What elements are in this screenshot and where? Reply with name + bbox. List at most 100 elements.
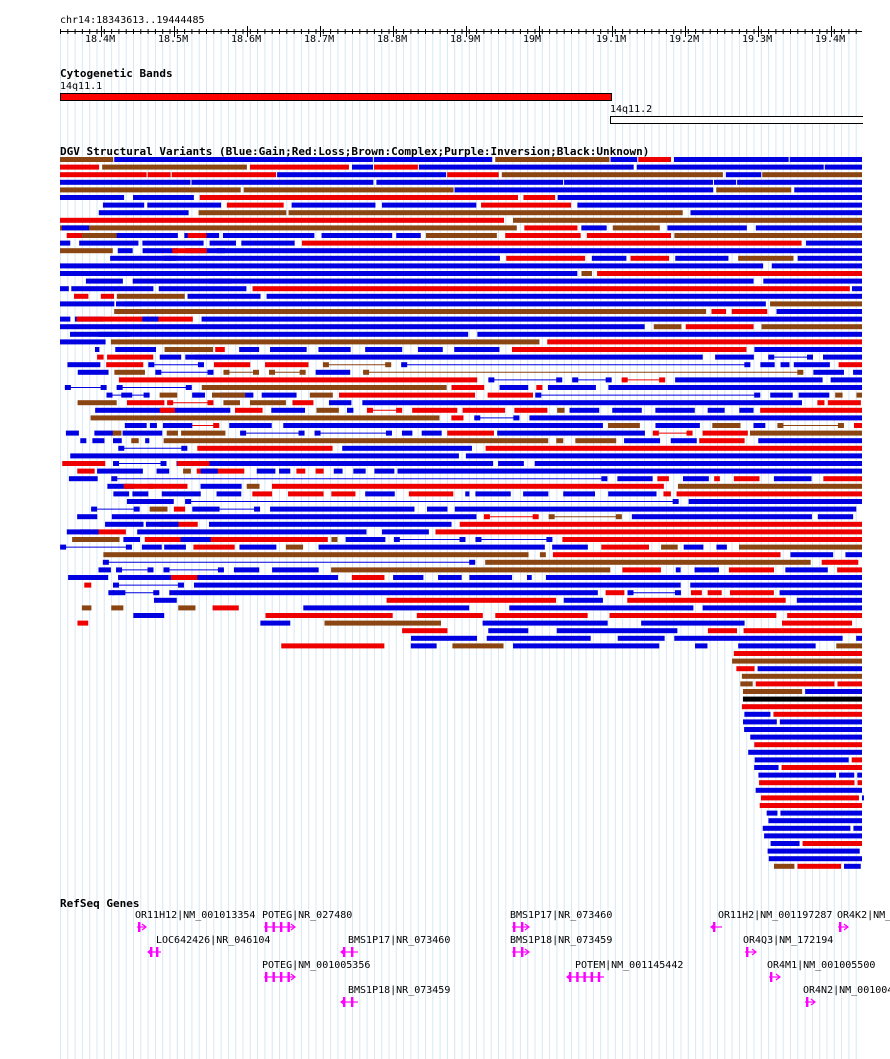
variant-bar[interactable] [256, 468, 276, 474]
variant-bar[interactable] [309, 392, 333, 398]
variant-bar[interactable] [60, 248, 113, 254]
variant-bar[interactable] [694, 567, 719, 573]
variant-bar[interactable] [760, 407, 862, 413]
variant-bar[interactable] [672, 499, 679, 504]
variant-bar[interactable] [68, 476, 98, 482]
variant-bar[interactable] [744, 711, 771, 717]
variant-bar[interactable] [381, 202, 477, 208]
variant-bar[interactable] [514, 407, 548, 413]
variant-bar[interactable] [636, 164, 824, 170]
variant-bar[interactable] [393, 575, 424, 580]
variant-bar[interactable] [817, 514, 854, 520]
variant-bar[interactable] [682, 476, 709, 482]
variant-bar[interactable] [66, 529, 91, 535]
variant-bar[interactable] [417, 347, 443, 352]
variant-bar[interactable] [159, 392, 178, 398]
variant-bar[interactable] [823, 476, 862, 482]
variant-bar[interactable] [674, 233, 862, 238]
variant-bar[interactable] [397, 468, 862, 474]
variant-bar[interactable] [638, 157, 672, 162]
variant-bar[interactable] [856, 635, 862, 641]
variant-bar[interactable] [524, 225, 578, 231]
variant-bar[interactable] [790, 552, 834, 558]
variant-bar[interactable] [557, 407, 565, 413]
variant-bar[interactable] [113, 461, 120, 466]
variant-bar[interactable] [851, 286, 862, 292]
variant-bar[interactable] [111, 233, 178, 238]
variant-bar[interactable] [362, 400, 802, 406]
variant-bar[interactable] [148, 362, 155, 368]
variant-bar[interactable] [755, 681, 835, 687]
variant-bar[interactable] [755, 787, 862, 793]
variant-bar[interactable] [114, 309, 707, 314]
variant-bar[interactable] [556, 377, 563, 383]
variant-bar[interactable] [733, 476, 760, 482]
variant-bar[interactable] [762, 825, 851, 831]
variant-bar[interactable] [98, 210, 189, 216]
variant-bar[interactable] [107, 354, 154, 360]
variant-bar[interactable] [177, 461, 210, 466]
variant-bar[interactable] [153, 597, 177, 603]
variant-bar[interactable] [683, 544, 704, 550]
variant-bar[interactable] [581, 271, 592, 276]
variant-bar[interactable] [777, 423, 784, 428]
variant-bar[interactable] [163, 255, 177, 261]
variant-bar[interactable] [418, 164, 634, 170]
variant-bar[interactable] [495, 157, 610, 162]
variant-bar[interactable] [243, 187, 454, 193]
variant-bar[interactable] [713, 179, 737, 185]
variant-bar[interactable] [216, 491, 242, 497]
variant-bar[interactable] [76, 316, 112, 322]
variant-bar[interactable] [92, 529, 126, 535]
gene-label[interactable]: BMS1P17|NR_073460 [510, 910, 613, 921]
variant-bar[interactable] [374, 164, 418, 170]
variant-bar[interactable] [106, 362, 144, 368]
variant-bar[interactable] [499, 385, 529, 390]
variant-bar[interactable] [181, 430, 226, 436]
variant-bar[interactable] [60, 240, 71, 246]
variant-bar[interactable] [501, 172, 723, 178]
variant-bar[interactable] [766, 810, 778, 816]
variant-bar[interactable] [121, 392, 133, 398]
variant-bar[interactable] [485, 445, 862, 451]
variant-bar[interactable] [845, 552, 862, 558]
variant-bar[interactable] [577, 202, 862, 208]
variant-bar[interactable] [767, 848, 860, 854]
variant-bar[interactable] [416, 613, 483, 618]
variant-bar[interactable] [92, 438, 105, 444]
variant-bar[interactable] [853, 423, 862, 428]
variant-bar[interactable] [581, 225, 607, 231]
variant-bar[interactable] [806, 240, 862, 246]
variant-bar[interactable] [748, 749, 862, 755]
variant-bar[interactable] [252, 491, 273, 497]
variant-bar[interactable] [563, 597, 603, 603]
variant-bar[interactable] [80, 438, 87, 444]
ruler[interactable] [0, 26, 890, 66]
variant-bar[interactable] [164, 347, 214, 352]
variant-bar[interactable] [548, 514, 555, 520]
variant-bar[interactable] [126, 400, 165, 406]
variant-bar[interactable] [454, 347, 500, 352]
variant-bar[interactable] [365, 491, 395, 497]
variant-bar[interactable] [153, 590, 160, 596]
cytoband[interactable] [60, 93, 612, 101]
variant-bar[interactable] [60, 172, 147, 178]
variant-bar[interactable] [402, 628, 448, 634]
variant-bar[interactable] [667, 225, 747, 231]
variant-bar[interactable] [171, 172, 277, 178]
variant-bar[interactable] [488, 377, 495, 383]
variant-bar[interactable] [241, 240, 295, 246]
variant-bar[interactable] [743, 719, 777, 725]
variant-bar[interactable] [487, 392, 533, 398]
variant-bar[interactable] [159, 521, 198, 527]
variant-bar[interactable] [744, 362, 751, 368]
variant-bar[interactable] [768, 856, 862, 862]
variant-bar[interactable] [754, 392, 761, 398]
gene-label[interactable]: BMS1P18|NR_073459 [348, 985, 451, 996]
variant-bar[interactable] [351, 575, 385, 580]
variant-bar[interactable] [474, 415, 481, 421]
variant-bar[interactable] [193, 544, 235, 550]
variant-bar[interactable] [738, 255, 794, 261]
variant-bar[interactable] [68, 575, 109, 580]
variant-bar[interactable] [744, 727, 862, 732]
